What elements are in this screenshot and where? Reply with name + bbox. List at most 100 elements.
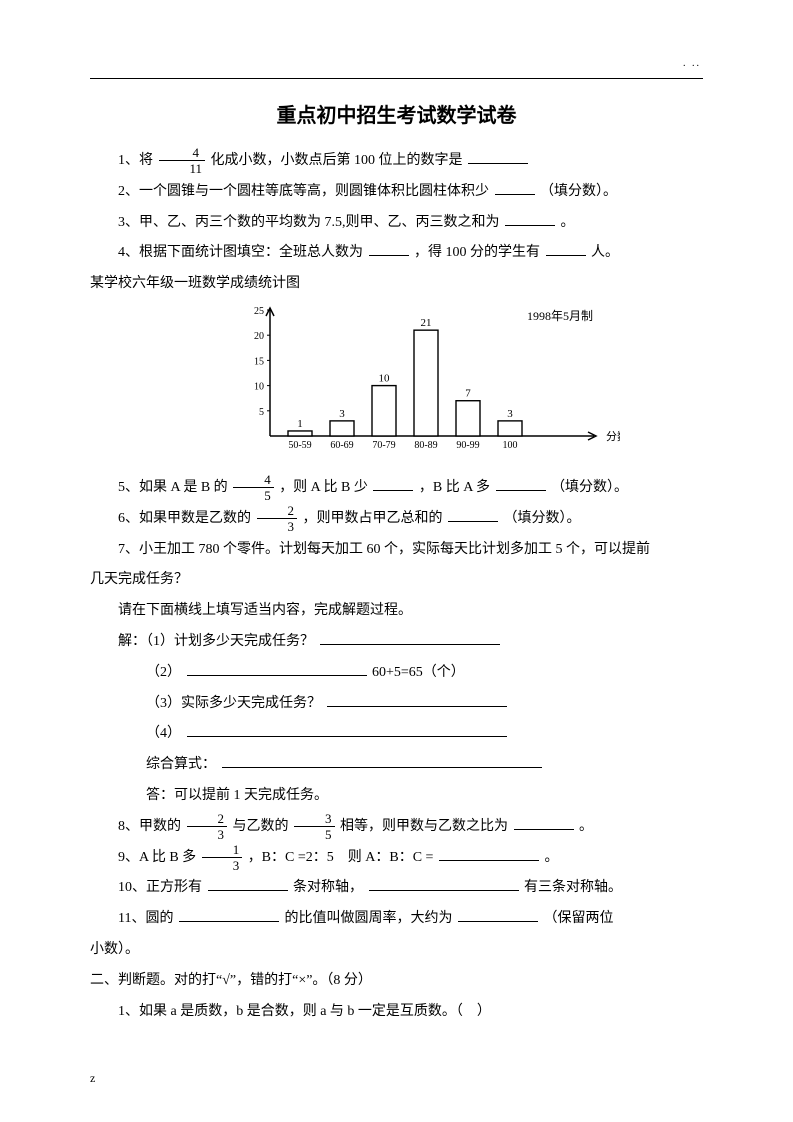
q1-fraction: 4 11 (159, 146, 206, 175)
q7-s5: 综合算式： (90, 750, 703, 781)
top-rule (90, 78, 703, 79)
q4-b: ，得 100 分的学生有 (414, 245, 540, 260)
q9-tail: 。 (544, 850, 558, 865)
q8-mid: 与乙数的 (233, 819, 289, 834)
q1-post: 化成小数，小数点后第 100 位上的数字是 (211, 153, 463, 168)
q1-pre: 1、将 (118, 153, 153, 168)
footer-z: z (90, 1071, 95, 1086)
q10-a: 10、正方形有 (118, 880, 202, 895)
section2-head: 二、判断题。对的打“√”，错的打“×”。（8 分） (90, 966, 703, 997)
svg-text:15: 15 (254, 356, 264, 367)
q5-blank2[interactable] (496, 476, 546, 491)
q7-line2: 几天完成任务？ (90, 565, 703, 596)
q1: 1、将 4 11 化成小数，小数点后第 100 位上的数字是 (90, 146, 703, 177)
q6-blank[interactable] (448, 507, 498, 522)
q7-s5-label: 综合算式： (146, 757, 216, 772)
q2: 2、一个圆锥与一个圆柱等底等高，则圆锥体积比圆柱体积少 （填分数）。 (90, 177, 703, 208)
q6-pre: 6、如果甲数是乙数的 (118, 511, 251, 526)
q7-ans: 答：可以提前 1 天完成任务。 (90, 781, 703, 812)
q8: 8、甲数的 2 3 与乙数的 3 5 相等，则甲数与乙数之比为 。 (90, 812, 703, 843)
q10: 10、正方形有 条对称轴， 有三条对称轴。 (90, 873, 703, 904)
q6-tail: （填分数）。 (504, 511, 581, 526)
q7-s2a: （2） (146, 665, 181, 680)
q9-frac: 1 3 (202, 843, 243, 872)
q9-blank[interactable] (439, 846, 539, 861)
q9: 9、A 比 B 多 1 3 ，B：C =2：5 则 A：B：C = 。 (90, 843, 703, 874)
q10-c: 有三条对称轴。 (524, 880, 622, 895)
svg-text:90-99: 90-99 (456, 440, 479, 451)
q3-a: 3、甲、乙、丙三个数的平均数为 7.5,则甲、乙、丙三数之和为 (118, 215, 500, 230)
q7-s3-blank[interactable] (327, 692, 507, 707)
q1-frac-num: 4 (159, 146, 206, 161)
q5-frac-den: 5 (233, 488, 274, 502)
q9-f1d: 3 (202, 858, 243, 872)
q11-d: 小数）。 (90, 935, 703, 966)
q5: 5、如果 A 是 B 的 4 5 ，则 A 比 B 少 ，B 比 A 多 （填分… (90, 473, 703, 504)
svg-text:80-89: 80-89 (414, 440, 437, 451)
q11-c: （保留两位 (543, 911, 613, 926)
svg-text:20: 20 (254, 331, 264, 342)
q7-s4: （4） (90, 719, 703, 750)
svg-text:10: 10 (379, 373, 391, 385)
q11: 11、圆的 的比值叫做圆周率，大约为 （保留两位 (90, 904, 703, 935)
svg-text:10: 10 (254, 382, 264, 393)
q7-s4-blank[interactable] (187, 722, 507, 737)
page: . .. 重点初中招生考试数学试卷 1、将 4 11 化成小数，小数点后第 10… (0, 0, 793, 1122)
q7-line3: 请在下面横线上填写适当内容，完成解题过程。 (90, 596, 703, 627)
svg-text:50-59: 50-59 (288, 440, 311, 451)
svg-text:3: 3 (507, 408, 513, 420)
q7-line1: 7、小王加工 780 个零件。计划每天加工 60 个，实际每天比计划多加工 5 … (90, 535, 703, 566)
q7-s1: 解：（1）计划多少天完成任务？ (90, 627, 703, 658)
q5-pre: 5、如果 A 是 B 的 (118, 480, 228, 495)
q7-s5-blank[interactable] (222, 753, 542, 768)
q6-mid: ，则甲数占甲乙总和的 (303, 511, 443, 526)
page-title: 重点初中招生考试数学试卷 (90, 99, 703, 128)
q5-mid2: ，B 比 A 多 (419, 480, 490, 495)
q11-a: 11、圆的 (118, 911, 173, 926)
q9-f1n: 1 (202, 843, 243, 858)
q1-frac-den: 11 (159, 161, 206, 175)
q7-s3-label: （3）实际多少天完成任务？ (146, 696, 321, 711)
svg-text:25: 25 (254, 306, 264, 317)
svg-text:21: 21 (421, 317, 432, 329)
q4-c: 人。 (591, 245, 619, 260)
q8-blank[interactable] (514, 815, 574, 830)
q1-blank[interactable] (468, 149, 528, 164)
q6: 6、如果甲数是乙数的 2 3 ，则甲数占甲乙总和的 （填分数）。 (90, 504, 703, 535)
svg-text:100: 100 (503, 440, 518, 451)
q8-f1n: 2 (187, 812, 228, 827)
q5-mid1: ，则 A 比 B 少 (279, 480, 368, 495)
q3-b: 。 (561, 215, 575, 230)
q7-s1-blank[interactable] (320, 630, 500, 645)
q5-fraction: 4 5 (233, 473, 274, 502)
q2-blank[interactable] (495, 180, 535, 195)
q3-blank[interactable] (505, 211, 555, 226)
q5-blank1[interactable] (373, 476, 413, 491)
q10-b: 条对称轴， (293, 880, 363, 895)
q7-s2-blank[interactable] (187, 661, 367, 676)
q7-s2: （2） 60+5=65（个） (90, 658, 703, 689)
q2-b: （填分数）。 (540, 184, 617, 199)
q4: 4、根据下面统计图填空：全班总人数为 ，得 100 分的学生有 人。 (90, 238, 703, 269)
q10-blank1[interactable] (208, 876, 288, 891)
svg-text:7: 7 (465, 388, 471, 400)
q7-s1-label: 解：（1）计划多少天完成任务？ (118, 634, 314, 649)
q11-blank1[interactable] (179, 907, 279, 922)
q11-blank2[interactable] (458, 907, 538, 922)
q6-fraction: 2 3 (257, 504, 298, 533)
q4-caption: 某学校六年级一班数学成绩统计图 (90, 269, 703, 300)
q6-frac-den: 3 (257, 519, 298, 533)
q8-f1d: 3 (187, 827, 228, 841)
q8-f2d: 5 (294, 827, 335, 841)
q4-blank1[interactable] (369, 241, 409, 256)
q7-s3: （3）实际多少天完成任务？ (90, 689, 703, 720)
q3: 3、甲、乙、丙三个数的平均数为 7.5,则甲、乙、丙三数之和为 。 (90, 208, 703, 239)
svg-text:70-79: 70-79 (372, 440, 395, 451)
svg-text:5: 5 (259, 407, 264, 418)
svg-text:60-69: 60-69 (330, 440, 353, 451)
q9-pre: 9、A 比 B 多 (118, 850, 196, 865)
q8-frac2: 3 5 (294, 812, 335, 841)
q8-f2n: 3 (294, 812, 335, 827)
q10-blank2[interactable] (369, 876, 519, 891)
q4-blank2[interactable] (546, 241, 586, 256)
